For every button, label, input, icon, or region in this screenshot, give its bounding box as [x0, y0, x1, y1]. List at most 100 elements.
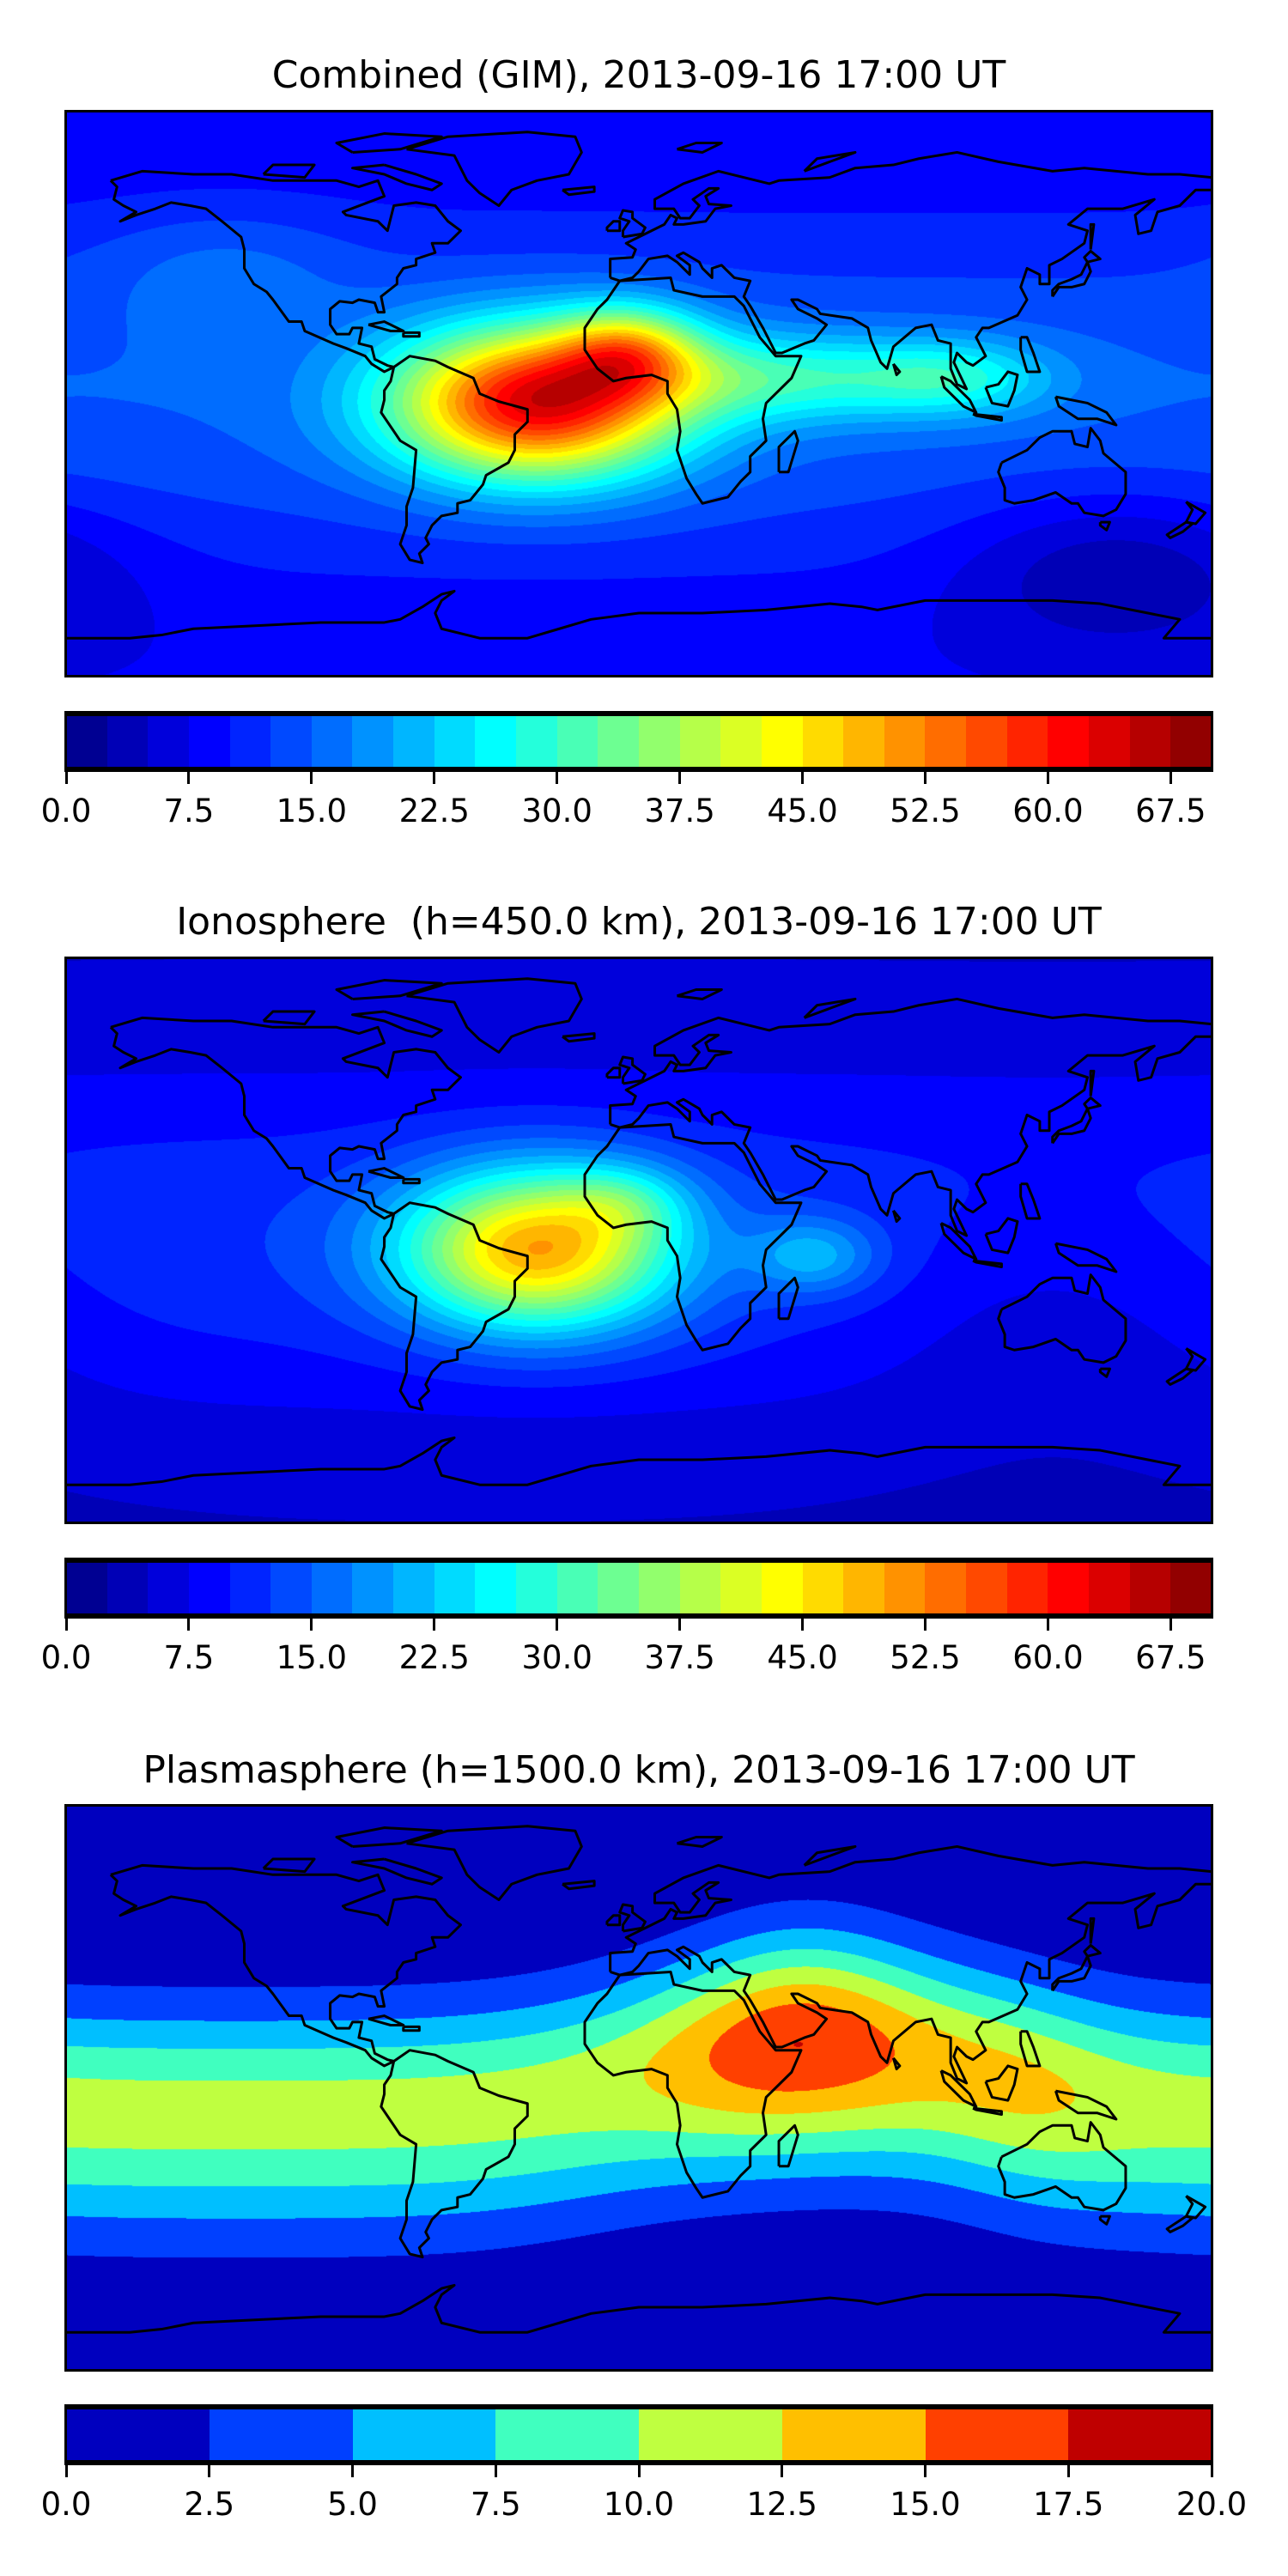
coastline [381, 356, 527, 563]
coastline [1055, 397, 1115, 425]
colorbar-level-24 [1048, 1560, 1090, 1616]
colorbar-tick-label: 45.0 [767, 793, 838, 829]
colorbar-level-12 [556, 1560, 598, 1616]
coastline [404, 332, 420, 336]
colorbar-tick-label: 60.0 [1012, 793, 1084, 829]
colorbar-level-20 [884, 1560, 926, 1616]
coastline [677, 990, 721, 999]
coastline [404, 2026, 420, 2030]
colorbar-tick [924, 1619, 927, 1631]
coastline [368, 1169, 404, 1178]
colorbar-tick-label: 7.5 [470, 2486, 521, 2523]
panel-2-map [64, 957, 1213, 1524]
colorbar-level-7 [352, 1560, 394, 1616]
colorbar-level-19 [843, 714, 884, 769]
colorbar-level-23 [1006, 1560, 1048, 1616]
coastline [1100, 2216, 1109, 2224]
coastline [1091, 224, 1094, 249]
panel-3-title: Plasmasphere (h=1500.0 km), 2013-09-16 1… [143, 1748, 1135, 1792]
coastline [999, 2123, 1126, 2210]
colorbar-level-2 [148, 1560, 189, 1616]
colorbar-tick [1210, 2465, 1213, 2477]
coastline [1186, 1348, 1205, 1370]
colorbar-tick [1066, 2465, 1070, 2477]
colorbar-level-2 [148, 714, 189, 769]
colorbar-tick [310, 1619, 313, 1631]
colorbar-tick-label: 22.5 [398, 1639, 470, 1676]
coastline [611, 1036, 1212, 1236]
panel-3-coastlines [66, 1806, 1212, 2370]
colorbar-level-10 [475, 1560, 517, 1616]
coastline [611, 1884, 1212, 2083]
coastline [607, 222, 620, 231]
coastline [585, 1971, 801, 2197]
colorbar-tick-label: 30.0 [521, 793, 592, 829]
colorbar-tick-label: 0.0 [40, 2486, 92, 2523]
colorbar-level-25 [1089, 714, 1130, 769]
coastline [779, 431, 798, 471]
panel-3-map [64, 1804, 1213, 2372]
panel-2-contour-field [66, 958, 1212, 1522]
coastline [805, 999, 855, 1018]
coastline [620, 1905, 646, 1931]
colorbar-tick-label: 15.0 [276, 793, 348, 829]
colorbar-tick-label: 7.5 [163, 1639, 215, 1676]
coastline [986, 1218, 1018, 1253]
coastline [941, 376, 976, 412]
colorbar-tick [678, 772, 682, 784]
coastline [406, 132, 581, 206]
coastline [1167, 522, 1193, 538]
colorbar-level-21 [925, 714, 967, 769]
colorbar-tick [351, 2465, 354, 2477]
colorbar-level-11 [516, 1560, 557, 1616]
colorbar-tick-label: 37.5 [644, 1639, 715, 1676]
colorbar-tick [64, 772, 68, 784]
colorbar-tick [310, 772, 313, 784]
coastline [620, 210, 646, 237]
coastline [368, 2016, 404, 2026]
coastline [1021, 337, 1040, 372]
coastline [973, 414, 1001, 420]
panel-3-colorbar: 0.0 2.5 5.0 7.5 10.0 12.5 15.0 17.5 20.0 [41, 2404, 1247, 2522]
coastline [941, 2070, 976, 2106]
coastline [111, 171, 461, 372]
colorbar-level-26 [1129, 714, 1171, 769]
coastline [1053, 1109, 1091, 1143]
coastline [973, 1261, 1001, 1267]
panel-3-contour-field [66, 1806, 1212, 2370]
colorbar-level-3 [188, 1560, 230, 1616]
colorbar-level-20 [884, 714, 926, 769]
colorbar-level-3 [188, 714, 230, 769]
coastline [607, 1916, 620, 1925]
coastline [893, 1211, 899, 1222]
colorbar-tick-label: 2.5 [184, 2486, 235, 2523]
colorbar-tick [637, 2465, 641, 2477]
colorbar-level-27 [1170, 714, 1212, 769]
colorbar-tick [924, 2465, 927, 2477]
coastline [264, 165, 314, 178]
panel-1-coastlines [66, 112, 1212, 676]
colorbar-level-5 [270, 1560, 312, 1616]
colorbar-level-5 [781, 2407, 926, 2463]
colorbar-tick-label: 60.0 [1012, 1639, 1084, 1676]
colorbar-level-0 [66, 1560, 107, 1616]
colorbar-level-6 [925, 2407, 1069, 2463]
colorbar-level-0 [66, 714, 107, 769]
coastline [1021, 2032, 1040, 2066]
colorbar-level-13 [598, 714, 639, 769]
colorbar-level-9 [434, 714, 476, 769]
coastline [585, 1124, 801, 1350]
colorbar-level-18 [802, 714, 844, 769]
coastline [1167, 1369, 1193, 1384]
colorbar-tick-label: 67.5 [1135, 793, 1206, 829]
colorbar-tick-label: 0.0 [40, 793, 92, 829]
colorbar-tick-label: 22.5 [398, 793, 470, 829]
colorbar-tick [678, 1619, 682, 1631]
coastline [264, 1859, 314, 1872]
coastline [562, 1881, 594, 1889]
coastline [337, 134, 441, 153]
colorbar-level-14 [638, 714, 680, 769]
coastline [353, 1012, 442, 1036]
colorbar-tick [556, 1619, 559, 1631]
colorbar-level-1 [209, 2407, 353, 2463]
